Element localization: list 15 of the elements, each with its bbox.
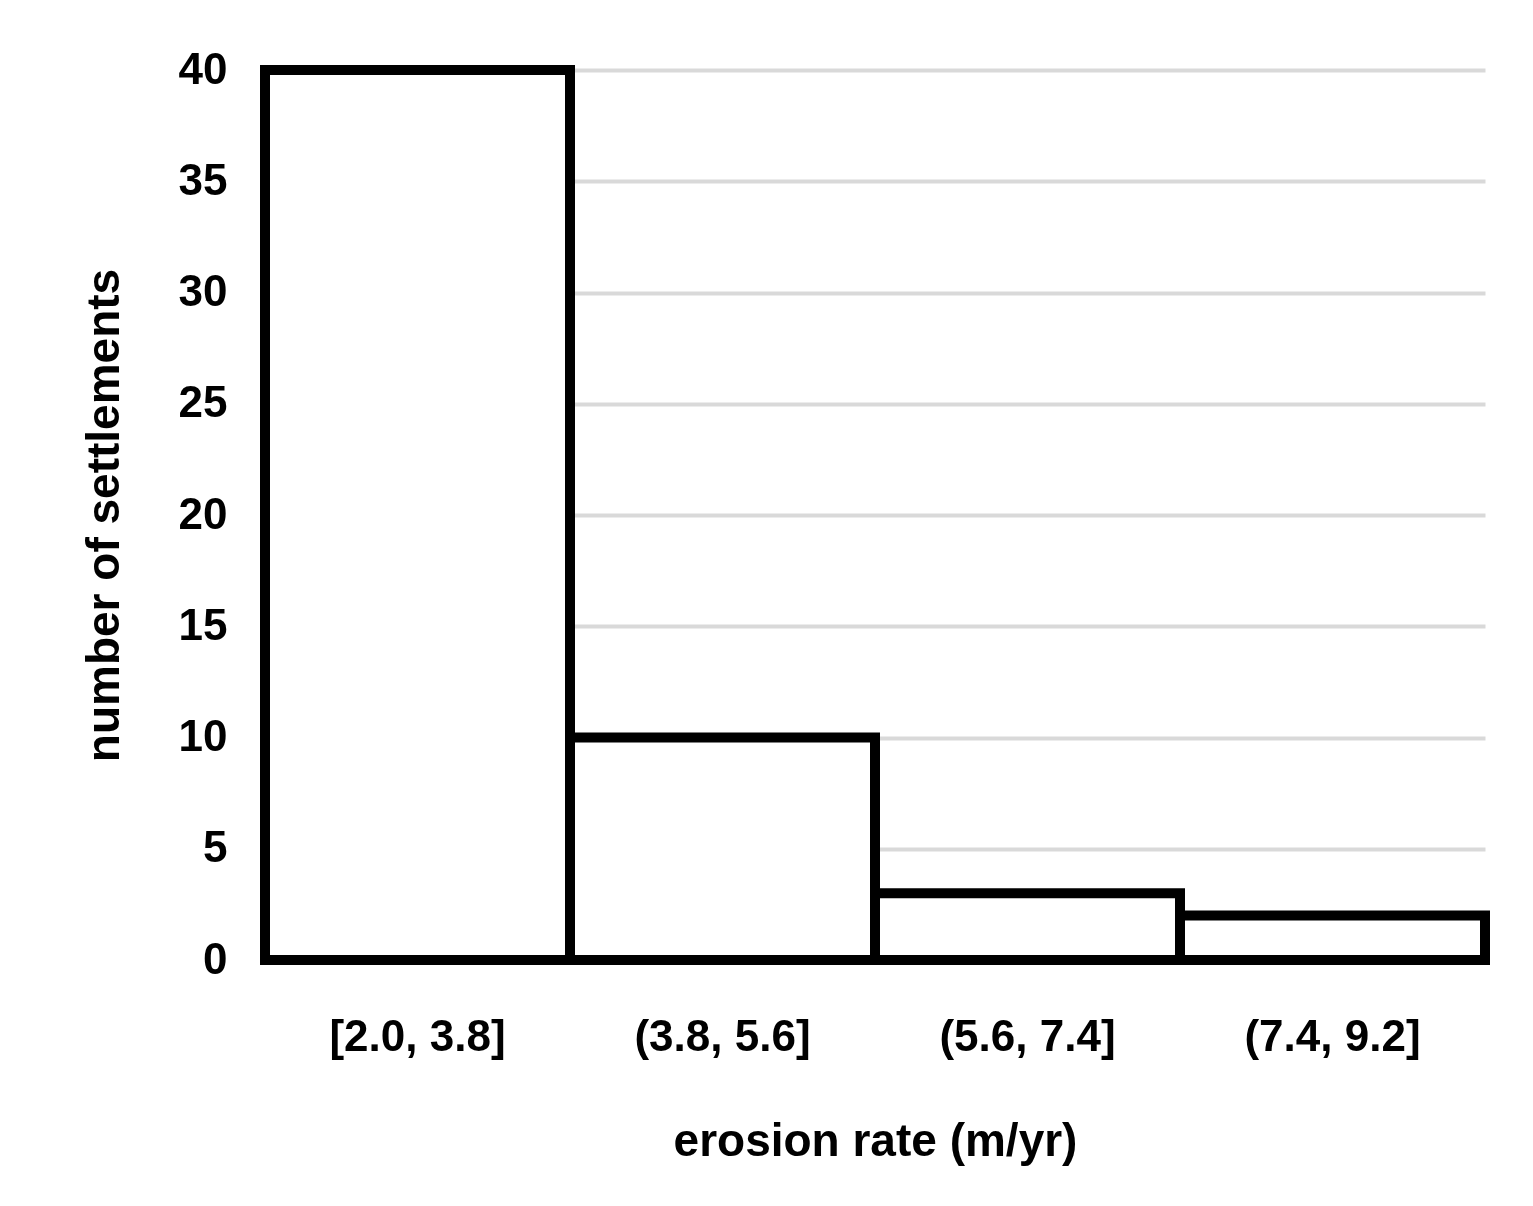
- y-axis-title: number of settlements: [76, 268, 129, 763]
- y-tick-label: 20: [178, 488, 228, 538]
- y-tick-label: 15: [178, 599, 228, 649]
- y-tick-label: 25: [178, 377, 228, 427]
- x-tick-label: [2.0, 3.8]: [329, 1010, 506, 1060]
- x-tick-label: (7.4, 9.2]: [1244, 1010, 1421, 1060]
- y-tick-label: 35: [178, 154, 228, 204]
- y-tick-label: 40: [178, 43, 228, 93]
- y-tick-label: 0: [203, 933, 228, 983]
- y-tick-label: 30: [178, 266, 228, 315]
- x-tick-label: (3.8, 5.6]: [634, 1010, 811, 1060]
- x-axis-title: erosion rate (m/yr): [673, 1113, 1078, 1166]
- y-tick-label: 5: [203, 822, 228, 872]
- x-tick-label: (5.6, 7.4]: [939, 1010, 1116, 1060]
- y-tick-label: 10: [178, 711, 228, 760]
